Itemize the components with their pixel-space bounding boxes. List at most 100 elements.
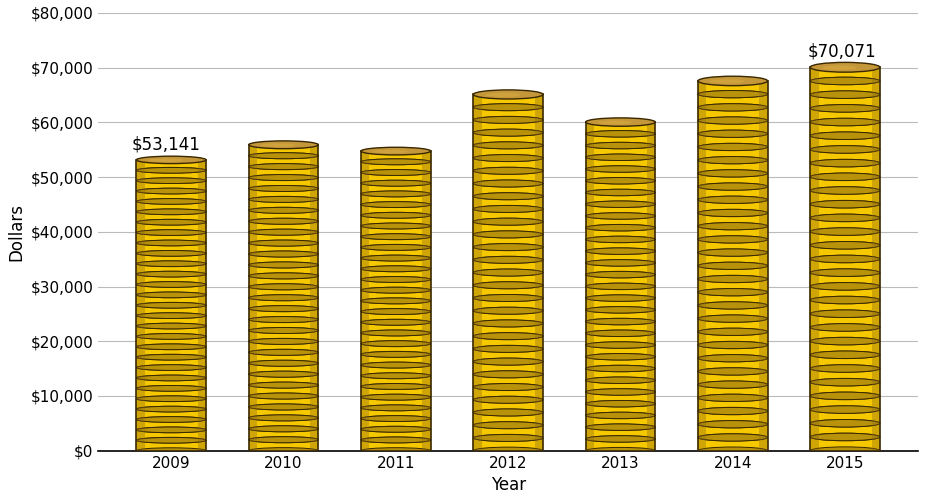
Ellipse shape (249, 338, 318, 344)
Ellipse shape (136, 156, 206, 164)
Bar (136, 160, 206, 170)
Ellipse shape (586, 236, 655, 242)
Bar (249, 156, 318, 167)
Ellipse shape (474, 218, 543, 225)
Bar (698, 81, 707, 450)
Ellipse shape (698, 341, 768, 349)
Ellipse shape (586, 272, 655, 278)
Ellipse shape (586, 354, 655, 360)
Ellipse shape (249, 415, 318, 421)
Ellipse shape (698, 209, 768, 216)
Bar (810, 273, 880, 287)
Bar (249, 276, 318, 287)
Bar (249, 243, 318, 254)
Ellipse shape (698, 130, 768, 137)
Ellipse shape (810, 255, 880, 263)
Text: $53,141: $53,141 (132, 135, 201, 153)
Bar (474, 234, 543, 247)
Bar (474, 120, 543, 133)
Ellipse shape (136, 271, 206, 277)
Bar (474, 324, 543, 336)
Bar (249, 374, 318, 385)
Bar (136, 285, 206, 295)
Ellipse shape (136, 396, 206, 402)
Ellipse shape (136, 250, 206, 256)
Bar (810, 259, 880, 273)
Bar (136, 316, 206, 326)
Bar (136, 336, 206, 347)
Bar (474, 387, 543, 400)
Ellipse shape (249, 382, 318, 388)
Bar (810, 67, 880, 450)
Ellipse shape (136, 385, 206, 391)
Ellipse shape (586, 213, 655, 219)
Ellipse shape (474, 257, 543, 264)
Bar (310, 145, 318, 450)
Ellipse shape (474, 358, 543, 365)
Bar (136, 419, 206, 430)
Bar (698, 186, 768, 200)
Ellipse shape (361, 341, 431, 347)
Ellipse shape (361, 319, 431, 325)
Ellipse shape (586, 424, 655, 430)
Bar (361, 344, 431, 354)
Ellipse shape (810, 118, 880, 126)
Bar (698, 292, 768, 306)
Ellipse shape (361, 309, 431, 315)
Ellipse shape (810, 433, 880, 441)
Ellipse shape (136, 303, 206, 308)
Ellipse shape (249, 218, 318, 224)
Ellipse shape (361, 416, 431, 421)
Ellipse shape (698, 368, 768, 375)
Bar (249, 298, 318, 309)
Ellipse shape (361, 330, 431, 336)
Ellipse shape (361, 394, 431, 400)
Ellipse shape (249, 262, 318, 268)
Bar (474, 107, 543, 120)
Bar (361, 151, 369, 450)
Ellipse shape (361, 266, 431, 272)
Ellipse shape (698, 407, 768, 415)
Bar (810, 67, 880, 81)
Ellipse shape (586, 201, 655, 207)
Ellipse shape (586, 131, 655, 137)
Ellipse shape (474, 116, 543, 123)
Bar (249, 385, 318, 396)
Ellipse shape (698, 276, 768, 283)
Ellipse shape (698, 236, 768, 243)
Ellipse shape (810, 132, 880, 139)
Ellipse shape (810, 337, 880, 345)
Bar (810, 108, 880, 122)
Ellipse shape (810, 406, 880, 413)
Ellipse shape (698, 249, 768, 256)
Ellipse shape (249, 306, 318, 312)
Bar (249, 418, 318, 429)
Ellipse shape (361, 351, 431, 357)
Ellipse shape (698, 315, 768, 322)
Ellipse shape (474, 320, 543, 327)
Ellipse shape (586, 236, 655, 242)
Ellipse shape (249, 437, 318, 443)
Ellipse shape (698, 183, 768, 190)
Ellipse shape (361, 383, 431, 389)
Bar (249, 167, 318, 177)
Bar (810, 177, 880, 190)
Bar (698, 345, 768, 358)
Ellipse shape (249, 229, 318, 235)
Ellipse shape (474, 282, 543, 289)
Ellipse shape (698, 156, 768, 164)
Ellipse shape (810, 283, 880, 290)
Ellipse shape (361, 201, 431, 207)
Bar (136, 201, 206, 212)
Ellipse shape (810, 173, 880, 180)
Bar (698, 332, 768, 345)
Ellipse shape (249, 164, 318, 170)
Ellipse shape (136, 385, 206, 391)
Ellipse shape (136, 303, 206, 308)
Ellipse shape (361, 373, 431, 379)
Bar (698, 81, 768, 450)
Bar (423, 151, 431, 450)
Ellipse shape (474, 104, 543, 111)
Ellipse shape (249, 218, 318, 224)
Ellipse shape (136, 157, 206, 163)
